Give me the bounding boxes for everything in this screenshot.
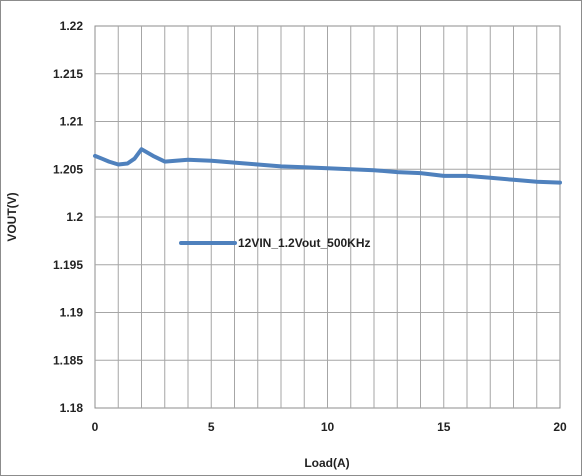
y-tick-label: 1.205 [53,162,83,176]
series-layer [93,147,562,185]
series-line [93,147,562,185]
x-axis-ticks: 0 5 10 15 20 [92,420,567,434]
legend: 12VIN_1.2Vout_500KHz [179,236,371,250]
x-tick-label: 15 [437,420,451,434]
x-tick-label: 20 [553,420,567,434]
y-tick-label: 1.22 [60,19,84,33]
y-tick-label: 1.215 [53,67,83,81]
y-tick-label: 1.195 [53,258,83,272]
y-tick-label: 1.19 [60,306,84,320]
x-axis-title: Load(A) [304,456,349,470]
y-axis-ticks: 1.18 1.185 1.19 1.195 1.2 1.205 1.21 1.215 1.22 [53,19,83,415]
x-tick-label: 0 [92,420,99,434]
gridlines [95,26,560,408]
x-tick-label: 10 [321,420,335,434]
y-tick-label: 1.185 [53,353,83,367]
y-tick-label: 1.18 [60,401,84,415]
x-tick-label: 5 [208,420,215,434]
y-tick-label: 1.21 [60,115,84,129]
legend-label: 12VIN_1.2Vout_500KHz [238,236,371,250]
y-axis-title: VOUT(V) [5,192,19,241]
y-tick-label: 1.2 [66,210,83,224]
